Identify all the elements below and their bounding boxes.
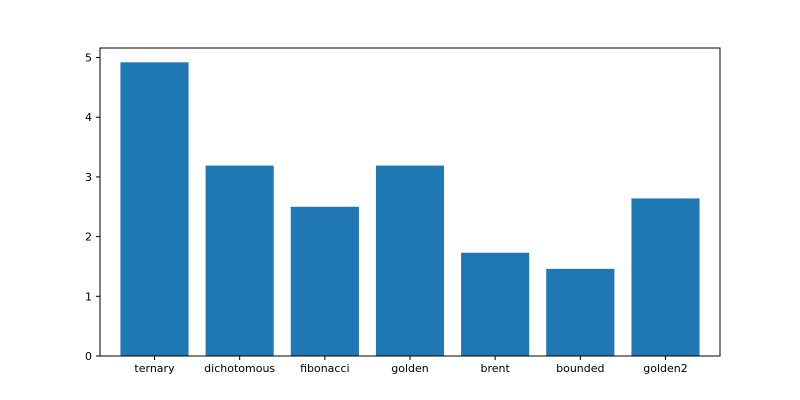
bar-golden — [375, 165, 445, 356]
plot-frame — [99, 47, 721, 357]
y-tick-label: 4 — [85, 111, 92, 124]
x-tick-label: bounded — [556, 362, 604, 375]
x-tick-label: golden2 — [643, 362, 688, 375]
bar-ternary — [120, 62, 189, 356]
bar-bounded — [546, 268, 615, 356]
y-tick-label: 3 — [85, 171, 92, 184]
y-tick-label: 0 — [85, 350, 92, 363]
x-tick-label: ternary — [134, 362, 175, 375]
y-tick-label: 2 — [85, 231, 92, 244]
bar-golden2 — [631, 198, 700, 356]
bar-fibonacci — [290, 206, 359, 356]
bars-group — [120, 62, 700, 356]
x-tick-label: brent — [481, 362, 511, 375]
x-axis: ternary dichotomous fibonacci golden brent bo… — [134, 356, 688, 375]
y-tick-label: 5 — [85, 52, 92, 65]
y-axis: 0 1 2 3 4 5 — [85, 52, 100, 363]
bar-dichotomous — [205, 165, 274, 356]
x-tick-label: golden — [391, 362, 429, 375]
x-tick-label: dichotomous — [204, 362, 275, 375]
x-tick-label: fibonacci — [300, 362, 350, 375]
bar-brent — [461, 252, 530, 356]
y-tick-label: 1 — [85, 290, 92, 303]
